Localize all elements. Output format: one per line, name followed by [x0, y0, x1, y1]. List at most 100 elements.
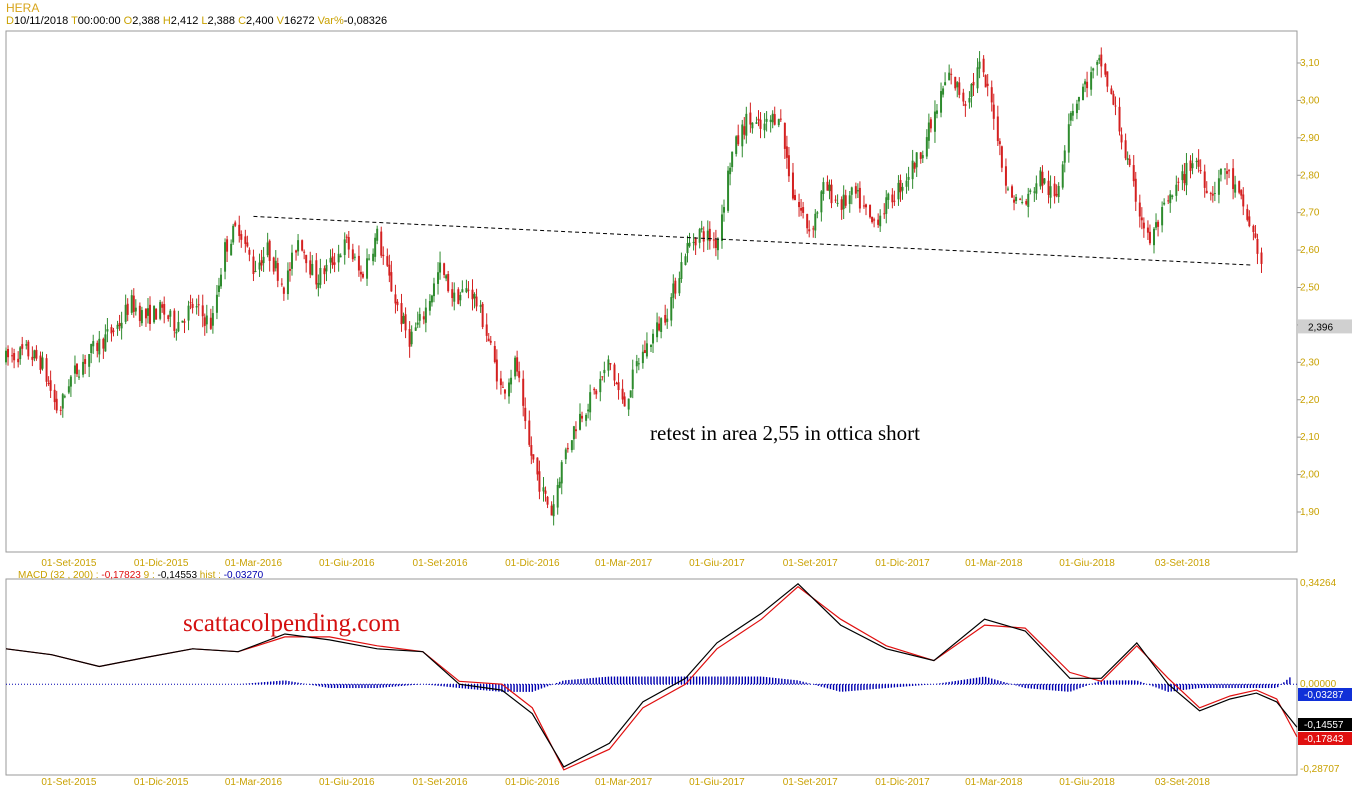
candle-body	[791, 172, 794, 199]
candle-body	[1217, 178, 1220, 195]
macd-x-tick-label: 01-Set-2017	[783, 777, 838, 788]
candle-body	[301, 240, 304, 251]
candle-body	[1148, 231, 1151, 244]
candle-body	[1256, 238, 1259, 254]
ohlc-label: D	[6, 15, 14, 27]
candle-body	[1189, 160, 1192, 171]
candle-body	[1025, 201, 1028, 205]
candle-body	[217, 285, 220, 293]
candle-body	[621, 388, 624, 400]
candle-body	[197, 304, 200, 306]
candle-body	[871, 216, 874, 223]
candle-body	[471, 289, 474, 300]
candle-body	[664, 314, 667, 323]
candle-body	[183, 321, 186, 323]
candle-body	[5, 350, 7, 363]
candle-body	[674, 280, 677, 294]
candle-body	[337, 253, 340, 263]
candle-body	[950, 73, 953, 75]
candle-body	[1021, 201, 1024, 203]
candle-body	[1092, 68, 1095, 71]
ohlc-value: 16272	[283, 15, 318, 27]
macd-x-tick-label: 01-Mar-2016	[225, 777, 283, 788]
macd-value-box	[1298, 718, 1352, 731]
candle-body	[1157, 221, 1160, 227]
macd-x-tick-label: 01-Dic-2015	[134, 777, 189, 788]
candle-body	[493, 345, 496, 363]
candle-body	[599, 378, 602, 393]
candle-body	[1124, 140, 1127, 159]
candle-body	[1071, 110, 1074, 116]
candle-body	[53, 389, 56, 403]
candle-body	[1155, 222, 1158, 228]
hist-value: -0,03270	[224, 570, 264, 581]
macd-header: MACD (32 , 200) : -0,17823 9 : -0,14553 …	[18, 570, 264, 581]
candle-body	[325, 264, 328, 272]
candle-body	[919, 152, 922, 159]
candle-body	[475, 296, 478, 307]
candle-body	[1029, 190, 1032, 192]
candle-body	[645, 343, 648, 357]
candle-body	[390, 272, 393, 292]
macd-x-tick-label: 01-Set-2015	[41, 777, 96, 788]
candle-body	[388, 264, 391, 276]
candle-body	[546, 496, 549, 505]
price-x-tick-label: 01-Giu-2017	[689, 558, 745, 569]
candle-body	[432, 283, 435, 297]
price-x-tick-label: 01-Mar-2017	[595, 558, 653, 569]
candle-body	[295, 250, 298, 253]
candle-body	[935, 110, 938, 114]
candle-body	[92, 341, 95, 347]
candle-body	[773, 114, 776, 125]
candle-body	[1128, 158, 1131, 166]
candle-body	[869, 204, 872, 218]
candle-body	[88, 354, 91, 367]
candle-body	[510, 377, 513, 385]
candle-body	[720, 214, 723, 241]
candle-body	[351, 249, 354, 260]
candle-body	[887, 193, 890, 200]
candle-body	[826, 181, 829, 191]
candle-body	[731, 151, 734, 168]
candle-body	[55, 398, 58, 411]
candle-body	[1047, 180, 1050, 195]
candle-body	[666, 318, 669, 322]
candle-body	[794, 195, 797, 200]
candle-body	[67, 386, 70, 393]
candle-body	[1134, 178, 1137, 202]
candle-body	[607, 359, 610, 371]
ohlc-label: Var%	[317, 15, 344, 27]
candle-body	[47, 383, 50, 385]
candle-body	[443, 263, 446, 275]
macd-y-tick-label: -0,28707	[1300, 764, 1340, 775]
candle-body	[532, 454, 535, 460]
candle-body	[1110, 88, 1113, 95]
candle-body	[428, 301, 431, 311]
price-x-tick-label: 01-Dic-2017	[875, 558, 930, 569]
candle-body	[1226, 171, 1229, 174]
candle-body	[990, 87, 993, 103]
candle-body	[303, 251, 306, 253]
candle-body	[771, 113, 774, 123]
candle-body	[518, 371, 521, 378]
candle-body	[459, 294, 462, 301]
candle-body	[1260, 252, 1263, 264]
candle-body	[984, 75, 987, 88]
candle-body	[215, 294, 218, 313]
macd-y-tick-label: 0,00000	[1300, 679, 1337, 690]
candle-body	[1057, 186, 1060, 198]
candle-body	[230, 243, 233, 256]
candle-body	[366, 258, 369, 279]
candle-body	[368, 258, 371, 260]
candle-body	[234, 222, 237, 226]
candle-body	[998, 141, 1001, 145]
candle-body	[812, 228, 815, 230]
candle-body	[21, 344, 24, 349]
candle-body	[104, 334, 107, 352]
candle-body	[820, 191, 823, 213]
candle-body	[1082, 86, 1085, 101]
candle-body	[499, 378, 502, 386]
candle-body	[1027, 193, 1030, 207]
candle-body	[550, 505, 553, 516]
candle-body	[745, 113, 748, 136]
